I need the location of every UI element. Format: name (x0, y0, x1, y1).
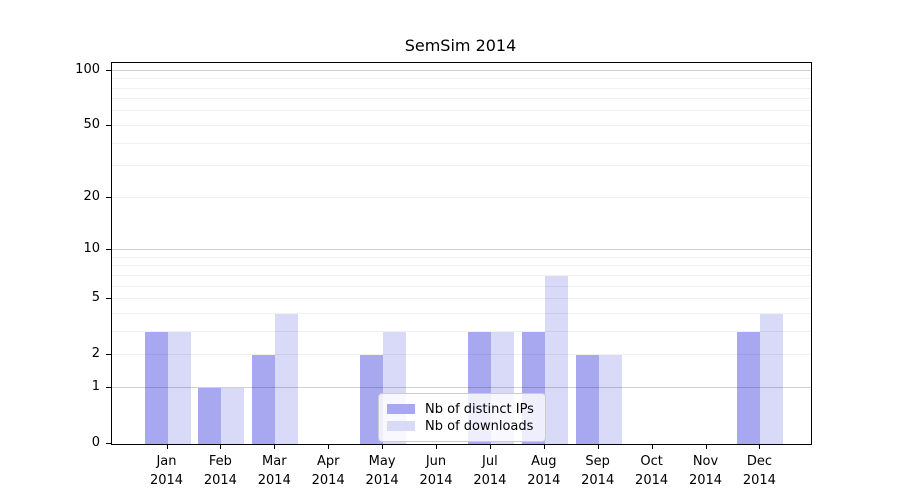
x-tick-may (382, 444, 384, 449)
gridline-y-4 (112, 312, 811, 314)
bar-downloads-feb (221, 387, 245, 444)
x-tick-label-sep: Sep 2014 (581, 454, 615, 488)
x-tick-label-aug: Aug 2014 (527, 454, 561, 488)
bar-ips-sep (575, 355, 599, 444)
gridline-y-6 (112, 285, 811, 287)
y-tick-100 (106, 69, 111, 71)
gridline-y-8 (112, 265, 811, 267)
gridline-y-5 (112, 298, 811, 299)
x-tick-label-may: May 2014 (365, 454, 399, 488)
y-tick-50 (106, 124, 111, 126)
legend-item-distinct-ips: Nb of distinct IPs (387, 401, 535, 417)
gridline-y-30 (112, 165, 811, 167)
bar-ips-feb (198, 387, 222, 444)
plot-area (111, 62, 812, 445)
gridline-y-10 (112, 249, 811, 250)
x-tick-label-oct: Oct 2014 (635, 454, 669, 488)
legend-swatch-downloads (387, 421, 415, 431)
bar-downloads-mar (275, 313, 299, 444)
gridline-y-100 (112, 69, 811, 71)
x-tick-label-feb: Feb 2014 (203, 454, 237, 488)
x-tick-label-jan: Jan 2014 (149, 454, 184, 488)
bar-ips-may (360, 355, 384, 444)
y-tick-label-1: 1 (91, 378, 100, 394)
gridline-y-3 (112, 330, 811, 332)
x-tick-sep (597, 444, 599, 449)
legend: Nb of distinct IPs Nb of downloads (378, 393, 546, 442)
legend-label-downloads: Nb of downloads (425, 418, 534, 434)
x-tick-aug (543, 444, 545, 449)
x-tick-label-nov: Nov 2014 (688, 454, 723, 488)
bar-ips-jan (144, 331, 168, 444)
x-tick-oct (651, 444, 653, 449)
x-tick-mar (274, 444, 276, 449)
legend-item-downloads: Nb of downloads (387, 418, 535, 434)
y-tick-label-50: 50 (83, 116, 100, 132)
x-tick-dec (759, 444, 761, 449)
gridline-y-70 (112, 98, 811, 100)
y-tick-label-100: 100 (75, 61, 100, 77)
y-tick-label-5: 5 (91, 290, 100, 305)
y-tick-label-10: 10 (83, 241, 100, 256)
legend-label-distinct-ips: Nb of distinct IPs (425, 401, 534, 417)
y-tick-2 (106, 354, 111, 356)
gridline-y-40 (112, 142, 811, 144)
y-tick-label-0: 0 (91, 435, 100, 450)
x-tick-label-mar: Mar 2014 (257, 454, 291, 488)
gridline-y-80 (112, 87, 811, 89)
y-tick-1 (106, 386, 111, 388)
x-tick-label-jul: Jul 2014 (473, 454, 507, 488)
legend-swatch-distinct-ips (387, 404, 415, 414)
gridline-y-2 (112, 354, 811, 356)
gridline-y-9 (112, 256, 811, 258)
gridline-y-7 (112, 274, 811, 276)
x-tick-jan (166, 444, 168, 449)
bar-downloads-sep (598, 355, 622, 444)
bar-downloads-aug (544, 275, 568, 444)
y-tick-0 (106, 443, 111, 444)
gridline-y-90 (112, 78, 811, 80)
x-tick-jun (436, 444, 437, 449)
x-tick-apr (328, 444, 330, 449)
y-tick-label-2: 2 (91, 346, 100, 362)
x-tick-label-dec: Dec 2014 (742, 454, 776, 488)
bar-downloads-dec (760, 313, 784, 444)
x-tick-feb (220, 444, 222, 449)
gridline-y-50 (112, 124, 811, 126)
x-tick-nov (705, 444, 707, 449)
bar-ips-dec (737, 331, 761, 444)
x-tick-jul (489, 444, 491, 449)
y-tick-label-20: 20 (83, 188, 100, 204)
chart-title: SemSim 2014 (404, 36, 517, 55)
y-tick-20 (106, 196, 111, 198)
gridline-y-60 (112, 110, 811, 112)
x-tick-label-apr: Apr 2014 (311, 454, 345, 488)
bar-ips-mar (252, 355, 276, 444)
y-tick-5 (106, 298, 111, 299)
gridline-y-20 (112, 196, 811, 198)
x-tick-label-jun: Jun 2014 (419, 454, 453, 488)
bar-downloads-jan (167, 331, 191, 444)
y-tick-10 (106, 249, 111, 250)
